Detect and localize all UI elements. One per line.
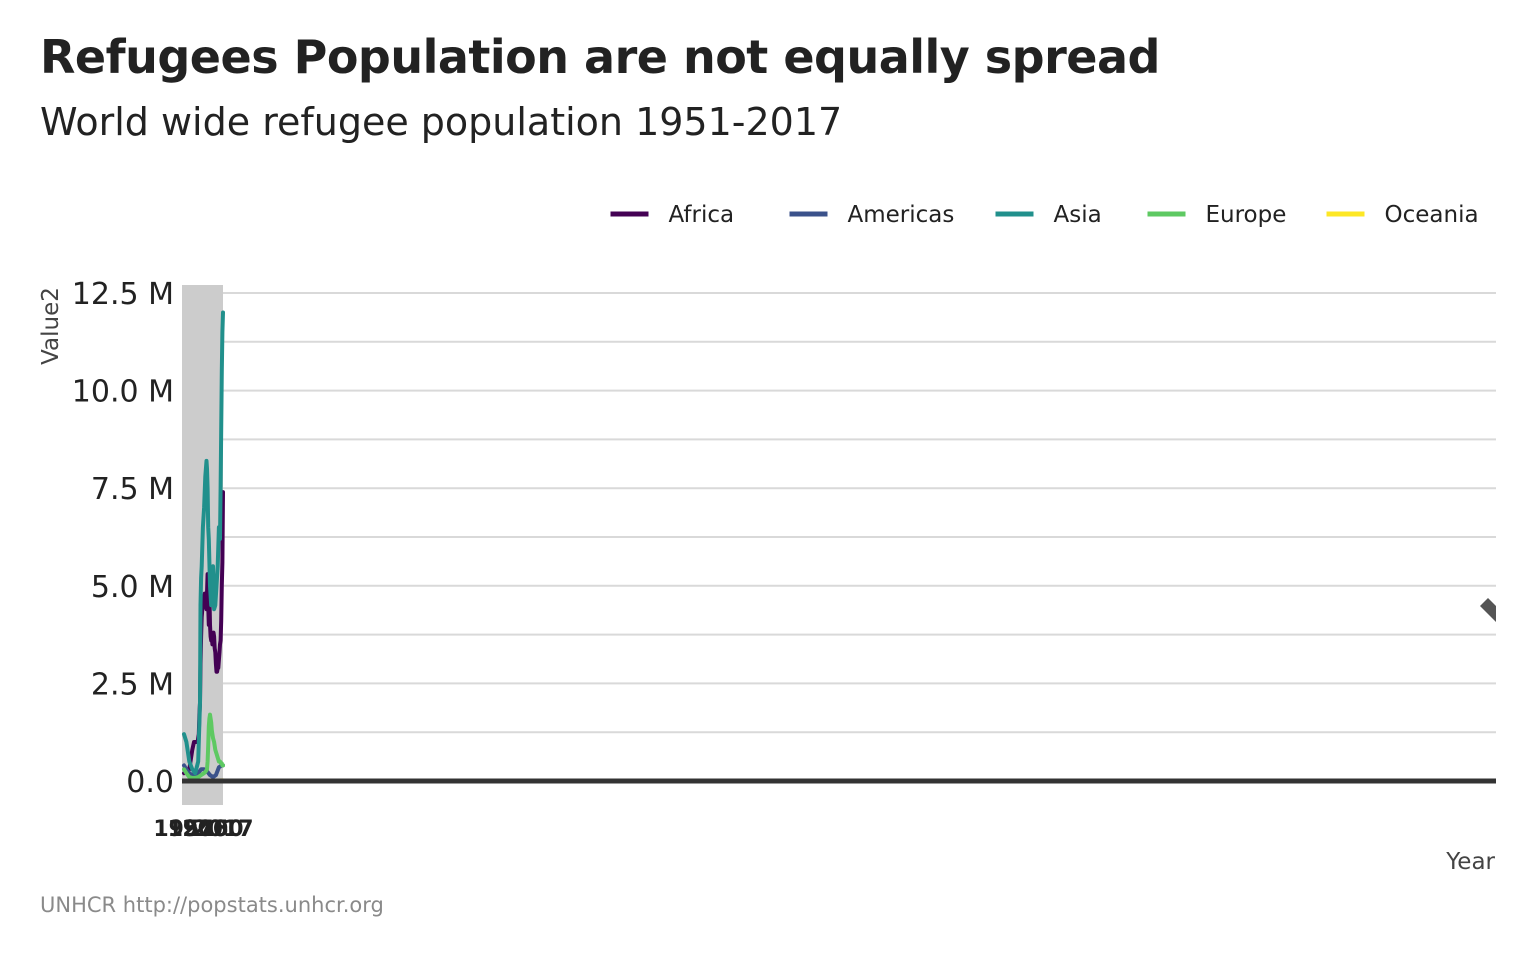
chart-caption: UNHCR http://popstats.unhcr.org: [40, 893, 384, 917]
x-axis-title: Year: [1445, 849, 1495, 875]
legend: Africa Americas Asia Europe Oceania: [610, 202, 1479, 228]
legend-label-europe: Europe: [1206, 202, 1287, 228]
series-line-europe: [182, 712, 225, 780]
legend-label-africa: Africa: [669, 202, 735, 228]
x-tick-label: 1951: [153, 817, 214, 842]
legend-label-oceania: Oceania: [1385, 202, 1479, 228]
series-line-asia: [182, 310, 225, 776]
gridlines: [182, 292, 1496, 734]
x-tick-label: 1975: [168, 817, 229, 842]
y-axis-title: Value2: [38, 287, 64, 365]
x-tick-label: 2000: [182, 817, 243, 842]
brush-handle-icon[interactable]: [1480, 598, 1496, 622]
legend-label-asia: Asia: [1054, 202, 1102, 228]
y-tick-labels: 0.0 2.5 M 5.0 M 7.5 M 10.0 M 12.5 M: [72, 277, 174, 800]
y-tick-label: 12.5 M: [72, 277, 174, 312]
series-line-americas: [182, 763, 225, 780]
chart-title: Refugees Population are not equally spre…: [40, 30, 1160, 84]
y-tick-label: 5.0 M: [91, 570, 174, 605]
y-tick-label: 2.5 M: [91, 667, 174, 702]
y-tick-label: 7.5 M: [91, 472, 174, 507]
x-tick-label: 2017: [192, 817, 253, 842]
legend-label-americas: Americas: [848, 202, 955, 228]
chart-subtitle: World wide refugee population 1951-2017: [40, 100, 843, 144]
y-tick-label: 0.0: [126, 765, 174, 800]
y-tick-label: 10.0 M: [72, 375, 174, 410]
